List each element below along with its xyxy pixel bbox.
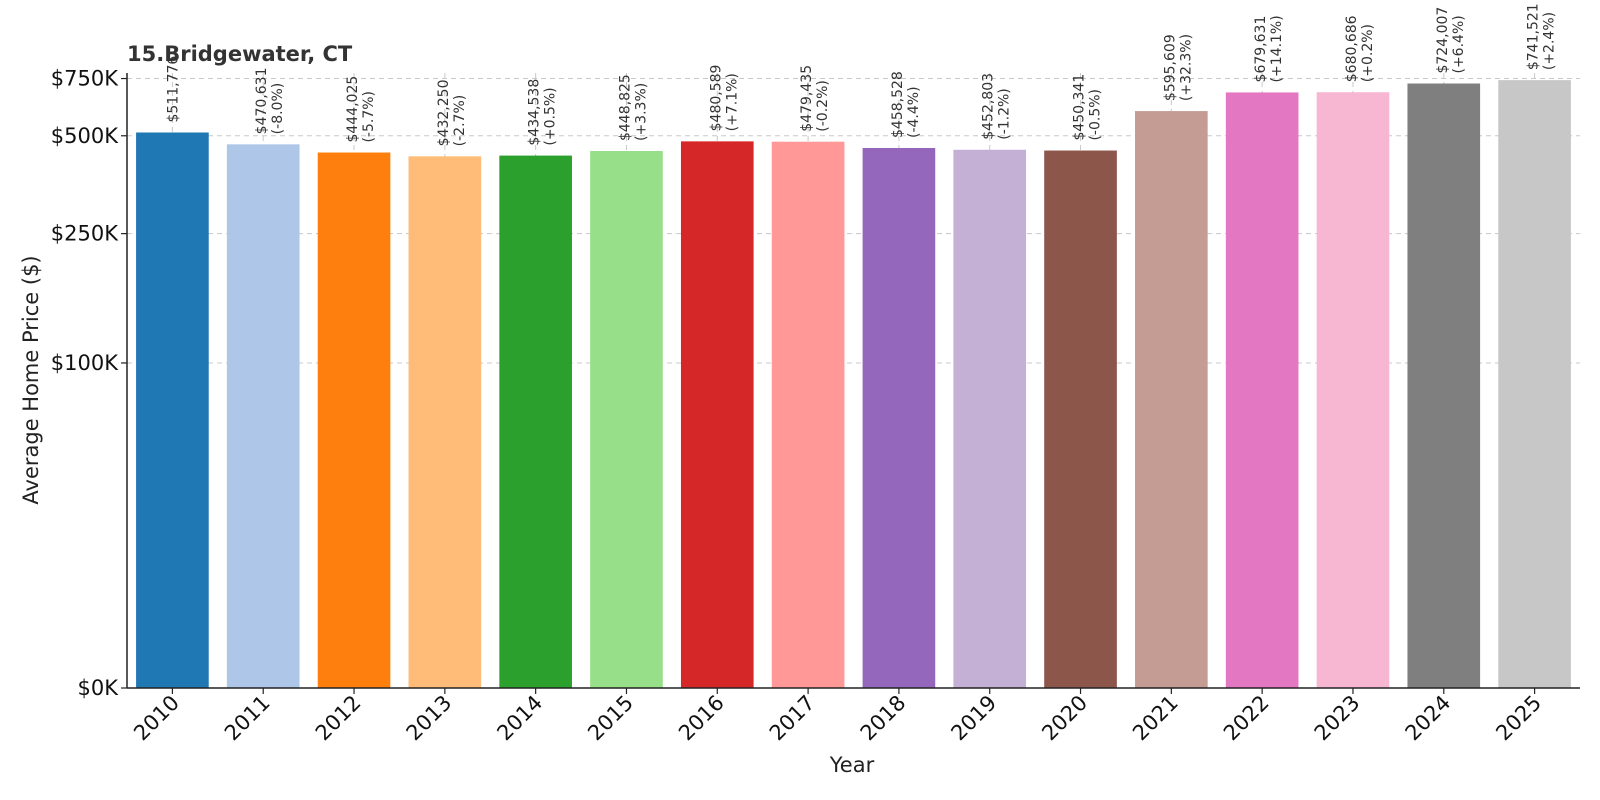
x-tick-label: 2013: [402, 691, 457, 746]
data-label: $741,521 (+2.4%): [1526, 3, 1558, 70]
data-label-change: (-8.0%): [270, 83, 286, 135]
data-label-change: (+0.5%): [543, 87, 559, 145]
x-tick-label: 2022: [1219, 691, 1274, 746]
data-label: $680,686 (+0.2%): [1344, 15, 1376, 82]
data-label: $444,025 (-5.7%): [345, 76, 377, 143]
bar: [1498, 80, 1571, 689]
data-label-value: $480,589: [708, 65, 724, 132]
data-label-change: (+14.1%): [1269, 15, 1285, 82]
data-label: $679,631 (+14.1%): [1253, 15, 1285, 82]
data-label-value: $680,686: [1344, 15, 1360, 82]
data-label-value: $448,825: [617, 74, 633, 141]
data-label-value: $458,528: [890, 71, 906, 138]
bar: [680, 141, 754, 689]
chart-title: 15.Bridgewater, CT: [127, 42, 353, 66]
bars: [136, 80, 1571, 689]
data-label: $432,250 (-2.7%): [436, 80, 468, 147]
data-label: $595,609 (+32.3%): [1162, 34, 1194, 101]
data-label: $448,825 (+3.3%): [617, 74, 649, 141]
data-label-value: $741,521: [1526, 3, 1542, 70]
bar: [862, 147, 936, 688]
data-label: $480,589 (+7.1%): [708, 65, 740, 132]
data-label-value: $470,631: [254, 68, 270, 135]
data-label: $724,007 (+6.4%): [1435, 7, 1467, 74]
data-label: $434,538 (+0.5%): [527, 79, 559, 146]
data-label: $479,435 (-0.2%): [799, 65, 831, 132]
data-label-change: (+2.4%): [1542, 12, 1558, 70]
x-tick-label: 2023: [1310, 691, 1365, 746]
x-tick-label: 2012: [311, 691, 366, 746]
bar: [317, 152, 391, 688]
y-tick-label: $0K: [78, 676, 120, 700]
bar: [1135, 111, 1208, 688]
bar: [226, 144, 300, 688]
y-tick-label: $750K: [51, 67, 119, 91]
y-tick-label: $100K: [51, 351, 119, 375]
data-labels: $511,776 $470,631 (-8.0%) $444,025 (-5.7%) $4…: [165, 3, 1557, 146]
y-axis-title: Average Home Price ($): [19, 255, 43, 504]
x-tick-label: 2018: [856, 691, 911, 746]
bar: [1316, 92, 1390, 688]
data-label-value: $432,250: [436, 80, 452, 147]
data-label-value: $511,776: [165, 56, 181, 123]
data-label-value: $450,341: [1072, 74, 1088, 141]
x-tick-label: 2020: [1037, 691, 1092, 746]
bar: [953, 149, 1027, 689]
x-tick-label: 2015: [583, 691, 638, 746]
data-label-change: (+7.1%): [724, 73, 740, 131]
x-tick-label: 2024: [1401, 691, 1456, 746]
data-label-value: $595,609: [1162, 34, 1178, 101]
data-label-change: (-4.4%): [906, 86, 922, 138]
data-label-value: $679,631: [1253, 16, 1269, 83]
bar: [1044, 150, 1117, 688]
bar: [1407, 83, 1481, 689]
y-tick-label: $250K: [51, 222, 119, 246]
data-label: $452,803 (-1.2%): [981, 73, 1013, 140]
bar: [499, 155, 572, 688]
x-tick-label: 2021: [1128, 691, 1183, 746]
x-tick-label: 2017: [765, 691, 820, 746]
data-label-value: $479,435: [799, 65, 815, 132]
data-label-value: $452,803: [981, 73, 997, 140]
data-label-value: $444,025: [345, 76, 361, 143]
data-label-change: (+0.2%): [1360, 24, 1376, 82]
bar: [136, 132, 209, 689]
data-label-value: $724,007: [1435, 7, 1451, 74]
data-label-change: (-1.2%): [997, 88, 1013, 140]
bar: [408, 156, 482, 689]
data-label-change: (-0.5%): [1088, 89, 1104, 141]
bar: [590, 151, 663, 688]
x-tick-label: 2019: [946, 691, 1001, 746]
x-tick-label: 2014: [492, 691, 547, 746]
data-label: $450,341 (-0.5%): [1072, 74, 1104, 141]
data-label-change: (+3.3%): [633, 83, 649, 141]
x-axis-title: Year: [829, 753, 875, 777]
bar: [1225, 92, 1299, 688]
x-tick-label: 2016: [674, 691, 729, 746]
data-label-change: (+32.3%): [1178, 34, 1194, 101]
data-label-change: (-5.7%): [361, 91, 377, 143]
bar: [771, 141, 845, 689]
data-label-change: (-0.2%): [815, 80, 831, 132]
data-label-change: (-2.7%): [452, 95, 468, 147]
x-tick-label: 2025: [1491, 691, 1546, 746]
y-tick-label: $500K: [51, 124, 119, 148]
x-tick-label: 2011: [220, 691, 275, 746]
data-label: $470,631 (-8.0%): [254, 68, 286, 135]
data-label-change: (+6.4%): [1451, 15, 1467, 73]
x-tick-label: 2010: [129, 691, 184, 746]
data-label: $458,528 (-4.4%): [890, 71, 922, 138]
data-label-value: $434,538: [527, 79, 543, 146]
data-label: $511,776: [165, 56, 181, 123]
